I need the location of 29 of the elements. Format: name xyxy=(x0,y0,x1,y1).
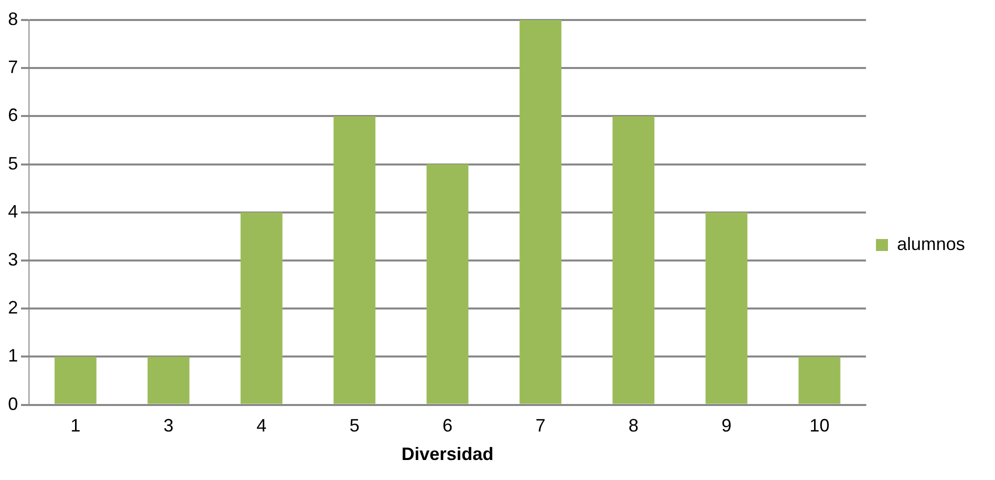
bar xyxy=(612,116,654,404)
x-tick-label: 1 xyxy=(70,416,81,436)
bar xyxy=(148,356,190,404)
y-tick-label: 8 xyxy=(8,8,18,29)
x-tick-label: 3 xyxy=(163,416,174,436)
x-axis-title: Diversidad xyxy=(401,444,494,464)
legend-label: alumnos xyxy=(896,234,966,254)
y-tick-label: 2 xyxy=(8,298,18,318)
bar xyxy=(240,212,282,404)
bar xyxy=(334,116,376,404)
bar xyxy=(706,212,748,404)
x-tick-label: 9 xyxy=(721,416,732,436)
y-tick-label: 4 xyxy=(8,201,18,222)
y-tick-label: 5 xyxy=(8,153,18,174)
bar xyxy=(798,356,840,404)
y-tick-label: 6 xyxy=(8,105,18,126)
x-tick-label: 10 xyxy=(809,416,830,436)
y-tick-label: 3 xyxy=(8,249,18,270)
y-tick-label: 7 xyxy=(8,57,18,78)
bar xyxy=(54,356,96,404)
x-tick-label: 6 xyxy=(442,416,452,436)
x-tick-label: 5 xyxy=(349,416,360,436)
bar xyxy=(426,164,468,404)
x-tick-label: 7 xyxy=(535,416,546,436)
y-tick-label: 1 xyxy=(8,346,18,366)
y-tick-label: 0 xyxy=(8,394,18,414)
bar xyxy=(520,20,562,404)
x-tick-label: 4 xyxy=(256,416,267,436)
x-tick-label: 8 xyxy=(628,416,638,436)
